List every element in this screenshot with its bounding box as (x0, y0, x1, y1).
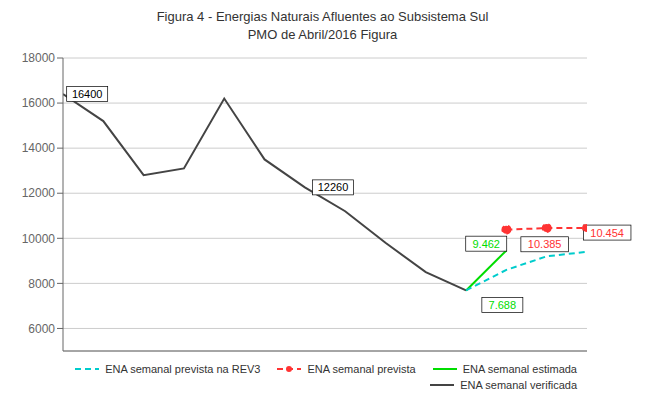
svg-text:16400: 16400 (72, 88, 103, 100)
html-text:ENA semanal prevista na REV3: ENA semanal prevista na REV3 (105, 363, 261, 375)
svg-text:8000: 8000 (28, 277, 55, 291)
html-text:ENA semanal prevista: ENA semanal prevista (307, 363, 416, 375)
html-text:ENA semanal estimada: ENA semanal estimada (462, 363, 577, 375)
html-text:ENA semanal verificada: ENA semanal verificada (460, 379, 577, 391)
svg-text:14000: 14000 (22, 141, 56, 155)
svg-text:6000: 6000 (28, 322, 55, 336)
svg-text:10000: 10000 (22, 232, 56, 246)
svg-text:10.454: 10.454 (590, 227, 624, 239)
svg-text:12000: 12000 (22, 186, 56, 200)
html-text:Figura 4 - Energias Naturais A: Figura 4 - Energias Naturais Afluentes a… (156, 9, 489, 42)
svg-text:10.385: 10.385 (528, 238, 562, 250)
svg-text:16000: 16000 (22, 96, 56, 110)
svg-text:7.688: 7.688 (489, 299, 517, 311)
svg-text:18000: 18000 (22, 51, 56, 65)
svg-text:12260: 12260 (318, 181, 349, 193)
svg-text:9.462: 9.462 (472, 238, 500, 250)
